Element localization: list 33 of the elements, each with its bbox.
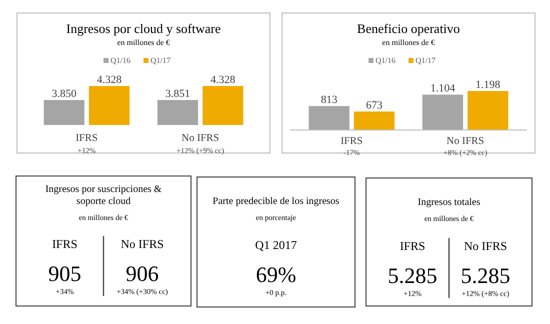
legend-label: Q1/16	[376, 56, 396, 65]
data-label: 673	[366, 100, 383, 112]
category-label: Q1 2017	[255, 238, 297, 252]
text: 5.285	[388, 263, 438, 288]
data-label: 813	[320, 94, 338, 106]
category-label: IFRS	[52, 237, 78, 251]
data-label: 4.328	[210, 74, 236, 86]
data-label: 4.328	[96, 74, 122, 86]
text: 5.285	[460, 263, 510, 288]
x-tick-label: IFRS	[76, 133, 98, 144]
x-tick-label: No IFRS	[446, 136, 484, 147]
legend-label: Q1/16	[110, 56, 130, 65]
chart-subtitle: en millones de €	[117, 38, 170, 47]
data-label: 3.851	[165, 88, 190, 100]
x-tick-label: No IFRS	[182, 133, 220, 144]
text: 906	[126, 261, 159, 286]
x-tick-label: IFRS	[340, 136, 363, 147]
category-label: No IFRS	[464, 239, 508, 253]
category-label: IFRS	[400, 239, 426, 253]
data-label: 1.198	[476, 79, 501, 91]
text: Parte predecible de los ingresos	[212, 196, 340, 207]
text: Ingresos totales	[418, 197, 480, 208]
category-label: No IFRS	[120, 237, 164, 251]
data-label: 3.850	[52, 88, 77, 100]
chart-title: Ingresos por cloud y software	[66, 21, 221, 36]
legend-label: Q1/17	[416, 56, 436, 65]
text: 69%	[256, 262, 296, 287]
text: 905	[48, 261, 82, 286]
data-label: 1.104	[430, 82, 456, 95]
chart-subtitle: en millones de €	[382, 38, 435, 47]
text: Ingresos por suscripciones & soporte cloud	[45, 184, 162, 207]
chart-title: Beneficio operativo	[357, 21, 460, 36]
legend-label: Q1/17	[150, 56, 170, 65]
